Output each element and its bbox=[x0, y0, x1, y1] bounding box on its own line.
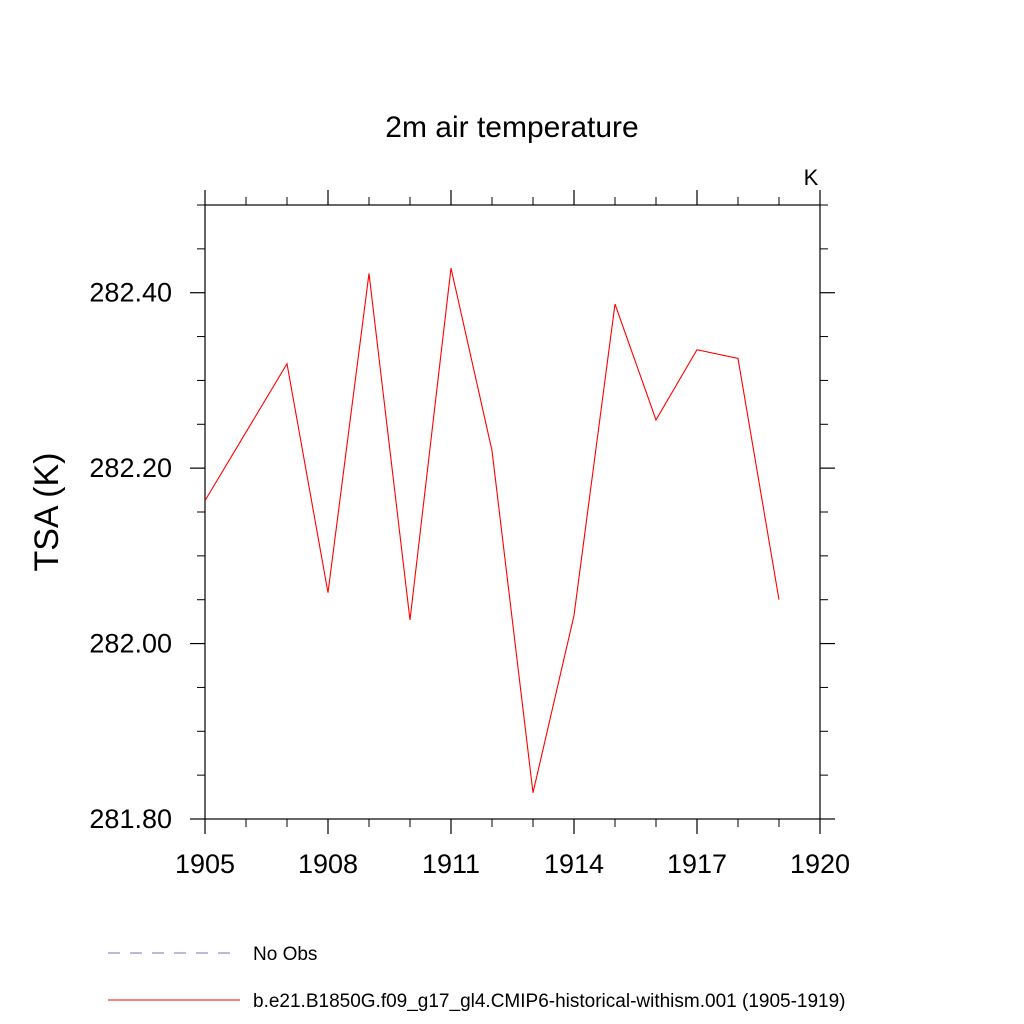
axes: 1905 1908 1911 1914 1917 1920 281.80 282.00 282.… bbox=[89, 190, 850, 879]
legend-label: No Obs bbox=[253, 944, 317, 965]
y-tick-label: 282.40 bbox=[89, 278, 172, 308]
y-tick-label: 282.00 bbox=[89, 629, 172, 659]
x-tick-label: 1920 bbox=[790, 849, 850, 879]
y-tick-label: 281.80 bbox=[89, 804, 172, 834]
legend-label: b.e21.B1850G.f09_g17_gl4.CMIP6-historica… bbox=[253, 991, 846, 1012]
x-tick-label: 1911 bbox=[422, 849, 480, 879]
y-tick-label: 282.20 bbox=[89, 453, 172, 483]
y-axis-label: TSA (K) bbox=[28, 452, 66, 571]
units-label: K bbox=[804, 165, 819, 190]
x-tick-label: 1905 bbox=[175, 849, 235, 879]
x-tick-label: 1908 bbox=[298, 849, 358, 879]
plot-frame bbox=[204, 204, 821, 820]
series-line bbox=[204, 268, 780, 793]
x-tick-label: 1914 bbox=[544, 849, 604, 879]
legend: No Obs b.e21.B1850G.f09_g17_gl4.CMIP6-his… bbox=[108, 944, 846, 1012]
series-layer bbox=[204, 268, 780, 793]
x-tick-label: 1917 bbox=[667, 849, 727, 879]
chart-title: 2m air temperature bbox=[385, 111, 638, 144]
